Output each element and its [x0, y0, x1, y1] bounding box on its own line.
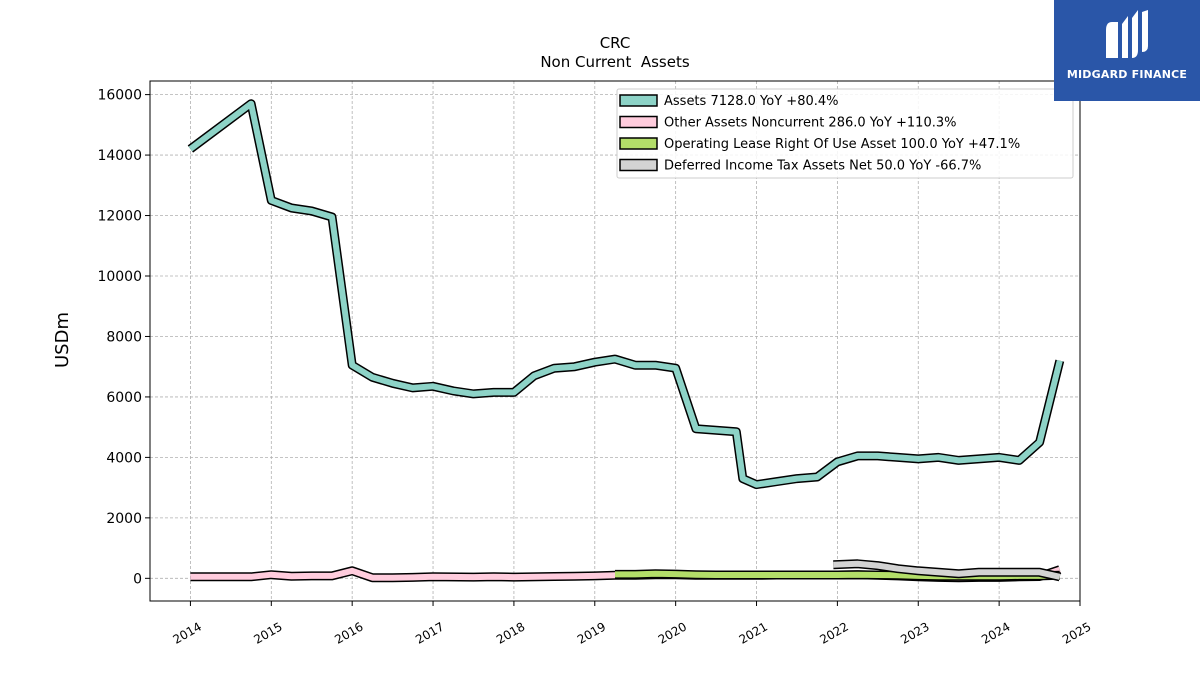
y-tick-label: 16000	[97, 88, 142, 104]
series-layer	[187, 99, 1065, 583]
x-axis: 2014 2015 2016 2017 2018 2019 2020 2021 2022 2023…	[170, 601, 1094, 647]
series-1-line	[188, 100, 1063, 488]
y-tick-label: 14000	[97, 148, 142, 164]
y-tick-label: 6000	[106, 390, 142, 406]
x-tick-label: 2023	[898, 619, 931, 646]
midgard-logo-icon	[1106, 10, 1148, 58]
series-4-line	[833, 560, 1061, 580]
y-tick-label: 4000	[106, 450, 142, 466]
legend-label: Other Assets Noncurrent 286.0 YoY +110.3…	[664, 116, 956, 131]
plot-frame	[149, 80, 1081, 602]
legend-label: Deferred Income Tax Assets Net 50.0 YoY …	[664, 159, 981, 174]
x-tick-label: 2019	[575, 619, 608, 646]
y-tick-label: 2000	[106, 511, 142, 527]
x-tick-label: 2015	[251, 619, 284, 646]
y-axis-label: USDm	[52, 312, 73, 368]
legend-swatch	[619, 115, 658, 129]
legend-swatch	[619, 94, 658, 107]
legend: Assets 7128.0 YoY +80.4% Other Assets Non…	[616, 88, 1074, 179]
x-tick-label: 2022	[817, 619, 850, 646]
y-tick-label: 12000	[97, 209, 142, 225]
x-tick-label: 2014	[170, 619, 203, 646]
x-tick-label: 2020	[656, 619, 689, 646]
legend-box	[616, 88, 1074, 179]
x-tick-label: 2017	[413, 619, 446, 646]
logo-text: MIDGARD FINANCE	[1066, 68, 1188, 81]
chart-subtitle: Non Current Assets	[540, 53, 690, 71]
chart-title: CRC	[600, 34, 631, 52]
x-tick-label: 2016	[332, 619, 365, 646]
legend-swatch	[619, 137, 658, 150]
y-tick-label: 10000	[97, 269, 142, 285]
x-tick-label: 2018	[494, 619, 527, 646]
logo: MIDGARD FINANCE	[1054, 0, 1200, 101]
x-tick-label: 2025	[1060, 619, 1093, 646]
legend-swatch	[619, 158, 658, 172]
legend-label: Assets 7128.0 YoY +80.4%	[664, 94, 839, 109]
x-tick-label: 2024	[979, 619, 1012, 646]
legend-label: Operating Lease Right Of Use Asset 100.0…	[664, 137, 1020, 152]
x-tick-label: 2021	[737, 619, 770, 646]
y-axis: 0 2000 4000 6000 8000 10000 12000 14000 16000	[97, 88, 150, 587]
y-tick-label: 8000	[106, 329, 142, 345]
y-tick-label: 0	[133, 571, 142, 587]
